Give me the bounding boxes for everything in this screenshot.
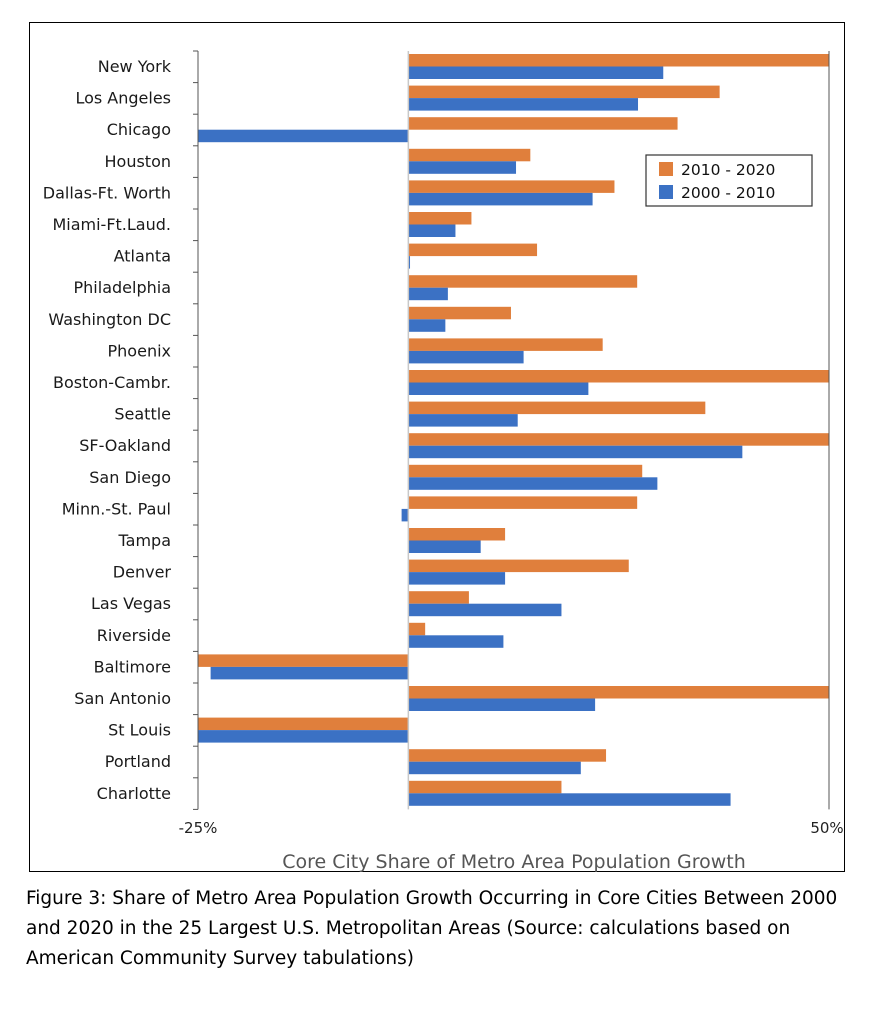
bar-2010-2020 [408, 306, 511, 320]
category-label: Boston-Cambr. [53, 373, 171, 392]
category-label: Los Angeles [75, 89, 171, 108]
category-label: Dallas-Ft. Worth [43, 183, 171, 202]
bar-2010-2020 [408, 528, 506, 541]
category-label: Phoenix [108, 341, 171, 360]
bar-2010-2020 [408, 275, 638, 288]
bar-2010-2020 [408, 591, 469, 604]
bar-2000-2010 [408, 256, 411, 269]
bar-2010-2020 [408, 85, 720, 99]
bar-2000-2010 [210, 666, 409, 680]
bar-2000-2010 [408, 161, 517, 174]
bar-2000-2010 [408, 477, 658, 490]
bar-2000-2010 [198, 730, 409, 743]
category-label: Chicago [107, 120, 171, 139]
bar-2010-2020 [408, 54, 829, 67]
chart-frame: New York Los Angeles Chicago Houston Dallas-… [29, 22, 845, 873]
category-label: SF-Oakland [79, 436, 171, 455]
bar-2010-2020 [408, 370, 829, 383]
category-label: Minn.-St. Paul [62, 499, 171, 518]
x-axis-title: Core City Share of Metro Area Population… [282, 851, 746, 873]
category-label: Washington DC [48, 310, 171, 329]
bars-layer [198, 54, 829, 806]
category-label: Las Vegas [91, 594, 171, 613]
legend-label-2010-2020: 2010 - 2020 [681, 161, 775, 179]
axis-layer [193, 50, 830, 810]
bar-2010-2020 [408, 401, 706, 415]
bar-2000-2010 [408, 66, 664, 79]
bar-2010-2020 [408, 243, 538, 257]
category-label: San Diego [89, 468, 171, 487]
category-label: Tampa [118, 531, 171, 550]
bar-2000-2010 [408, 224, 456, 237]
category-label: St Louis [108, 721, 171, 740]
bar-2010-2020 [408, 496, 638, 509]
bar-2000-2010 [408, 319, 446, 332]
bar-2000-2010 [408, 287, 448, 301]
bar-chart: New York Los Angeles Chicago Houston Dallas-… [43, 50, 844, 873]
bar-2000-2010 [408, 572, 506, 585]
bar-2010-2020 [408, 749, 607, 762]
bar-2000-2010 [408, 414, 518, 427]
bar-2000-2010 [408, 382, 589, 395]
legend: 2010 - 2020 2000 - 2010 [645, 154, 813, 207]
legend-label-2000-2010: 2000 - 2010 [681, 184, 775, 202]
bar-2010-2020 [408, 622, 426, 636]
bar-2010-2020 [408, 433, 829, 446]
bar-2010-2020 [408, 559, 629, 573]
bar-2010-2020 [198, 717, 409, 731]
category-label: Charlotte [97, 784, 171, 803]
legend-box [645, 154, 813, 207]
bar-2000-2010 [408, 603, 562, 617]
category-label: Miami-Ft.Laud. [52, 215, 171, 234]
bar-2000-2010 [408, 192, 593, 206]
category-label: Philadelphia [74, 278, 171, 297]
bar-2000-2010 [408, 98, 639, 111]
bar-2010-2020 [408, 212, 472, 225]
category-label: San Antonio [74, 689, 171, 708]
bar-2000-2010 [408, 761, 581, 775]
figure-caption: Figure 3: Share of Metro Area Population… [26, 888, 838, 969]
legend-swatch-2000-2010 [659, 185, 673, 199]
category-labels: New York Los Angeles Chicago Houston Dallas-… [43, 57, 172, 803]
category-label: Baltimore [94, 657, 171, 676]
bar-2010-2020 [408, 148, 531, 162]
bar-2010-2020 [408, 780, 562, 794]
bar-2000-2010 [408, 445, 743, 459]
x-tick-label-min: -25% [179, 819, 218, 837]
x-tick-label-max: 50% [810, 819, 843, 837]
legend-swatch-2010-2020 [659, 162, 673, 176]
category-label: Denver [113, 563, 172, 582]
bar-2010-2020 [198, 654, 409, 667]
category-label: Portland [105, 752, 171, 771]
bar-2000-2010 [408, 793, 731, 806]
bar-2000-2010 [408, 350, 524, 364]
bar-2010-2020 [408, 117, 678, 130]
bar-2000-2010 [198, 129, 409, 143]
bar-2010-2020 [408, 180, 615, 193]
category-label: Seattle [114, 405, 171, 424]
bar-2010-2020 [408, 338, 603, 351]
category-label: Atlanta [114, 247, 171, 266]
bar-2010-2020 [408, 464, 643, 478]
category-label: New York [98, 57, 172, 76]
category-label: Houston [105, 152, 172, 171]
bar-2000-2010 [401, 508, 409, 522]
category-label: Riverside [97, 626, 171, 645]
bar-2000-2010 [408, 540, 481, 553]
bar-2000-2010 [408, 635, 504, 648]
bar-2010-2020 [408, 686, 829, 699]
bar-2000-2010 [408, 698, 596, 711]
